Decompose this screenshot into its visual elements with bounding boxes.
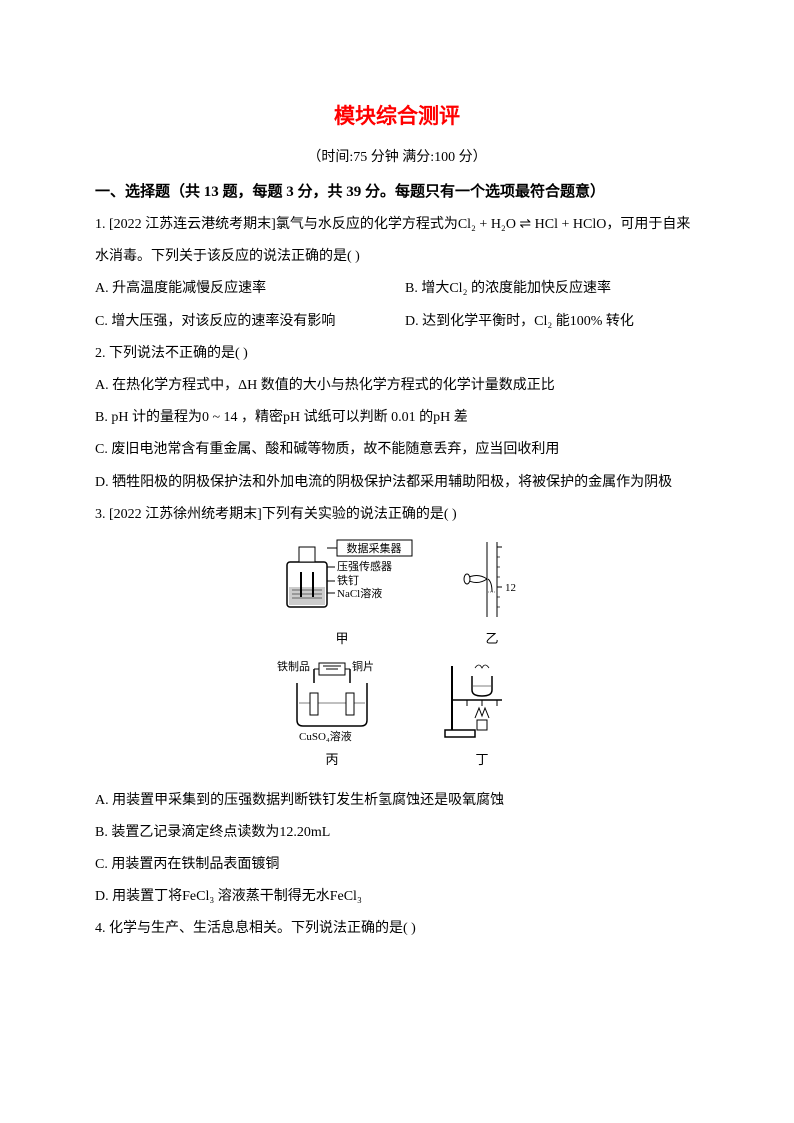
bing-name: 丙 xyxy=(325,745,338,775)
figure-row-1: 数据采集器 压强传感器 铁钉 NaCl溶液 xyxy=(267,537,527,654)
section-heading-1: 一、选择题（共 13 题，每题 3 分，共 39 分。每题只有一个选项最符合题意… xyxy=(95,180,699,201)
question-3: 3. [2022 江苏徐州统考期末]下列有关实验的说法正确的是( ) 数据采集器… xyxy=(95,499,699,914)
page-subtitle: （时间:75 分钟 满分:100 分） xyxy=(95,146,699,166)
ding-name: 丁 xyxy=(475,745,488,775)
jia-label-3: 铁钉 xyxy=(337,574,359,587)
jia-label-1: 数据采集器 xyxy=(347,541,402,555)
apparatus-bing-svg: 铁制品 铜片 CuSO₄溶液 xyxy=(267,658,397,743)
q1-stem: 1. [2022 江苏连云港统考期末]氯气与水反应的化学方程式为Cl₂ + H₂… xyxy=(95,209,699,273)
q1-opt-b: B. 增大Cl₂ 的浓度能加快反应速率 xyxy=(405,273,699,305)
jia-name: 甲 xyxy=(335,624,348,654)
page-title: 模块综合测评 xyxy=(95,100,699,130)
q2-opt-c: C. 废旧电池常含有重金属、酸和碱等物质，故不能随意丢弃，应当回收利用 xyxy=(95,434,699,466)
bing-label-1: 铁制品 xyxy=(277,660,310,673)
apparatus-yi: 12 乙 xyxy=(457,537,527,654)
q1-opt-a: A. 升高温度能减慢反应速率 xyxy=(95,273,405,305)
yi-value: 12 xyxy=(505,582,516,594)
q2-stem: 2. 下列说法不正确的是( ) xyxy=(95,338,699,370)
question-4: 4. 化学与生产、生活息息相关。下列说法正确的是( ) xyxy=(95,913,699,945)
apparatus-jia: 数据采集器 压强传感器 铁钉 NaCl溶液 xyxy=(267,537,417,654)
q1-options-ab: A. 升高温度能减慢反应速率 B. 增大Cl₂ 的浓度能加快反应速率 xyxy=(95,273,699,305)
q3-stem: 3. [2022 江苏徐州统考期末]下列有关实验的说法正确的是( ) xyxy=(95,499,699,531)
question-1: 1. [2022 江苏连云港统考期末]氯气与水反应的化学方程式为Cl₂ + H₂… xyxy=(95,209,699,338)
apparatus-yi-svg: 12 xyxy=(457,537,527,622)
question-2: 2. 下列说法不正确的是( ) A. 在热化学方程式中，ΔH 数值的大小与热化学… xyxy=(95,338,699,499)
q3-opt-b: B. 装置乙记录滴定终点读数为12.20mL xyxy=(95,817,699,849)
apparatus-bing: 铁制品 铜片 CuSO₄溶液 丙 xyxy=(267,658,397,775)
q2-opt-b: B. pH 计的量程为0 ~ 14 ，精密pH 试纸可以判断 0.01 的pH … xyxy=(95,402,699,434)
bing-label-2: 铜片 xyxy=(352,659,374,673)
q3-opt-a: A. 用装置甲采集到的压强数据判断铁钉发生析氢腐蚀还是吸氧腐蚀 xyxy=(95,785,699,817)
q3-opt-c: C. 用装置丙在铁制品表面镀铜 xyxy=(95,849,699,881)
q2-opt-d: D. 牺牲阳极的阴极保护法和外加电流的阴极保护法都采用辅助阳极，将被保护的金属作… xyxy=(95,467,699,499)
figure-row-2: 铁制品 铜片 CuSO₄溶液 丙 xyxy=(267,658,527,775)
apparatus-jia-svg: 数据采集器 压强传感器 铁钉 NaCl溶液 xyxy=(267,537,417,622)
bing-label-3: CuSO₄溶液 xyxy=(299,729,352,743)
q2-opt-a: A. 在热化学方程式中，ΔH 数值的大小与热化学方程式的化学计量数成正比 xyxy=(95,370,699,402)
apparatus-ding-svg xyxy=(437,658,527,743)
apparatus-ding: 丁 xyxy=(437,658,527,775)
q1-opt-d: D. 达到化学平衡时，Cl₂ 能100% 转化 xyxy=(405,306,699,338)
yi-name: 乙 xyxy=(485,624,498,654)
jia-label-4: NaCl溶液 xyxy=(337,586,382,600)
q4-stem: 4. 化学与生产、生活息息相关。下列说法正确的是( ) xyxy=(95,913,699,945)
jia-label-2: 压强传感器 xyxy=(337,560,392,573)
q1-opt-c: C. 增大压强，对该反应的速率没有影响 xyxy=(95,306,405,338)
q3-figures: 数据采集器 压强传感器 铁钉 NaCl溶液 xyxy=(95,537,699,779)
q1-options-cd: C. 增大压强，对该反应的速率没有影响 D. 达到化学平衡时，Cl₂ 能100%… xyxy=(95,306,699,338)
q3-opt-d: D. 用装置丁将FeCl₃ 溶液蒸干制得无水FeCl₃ xyxy=(95,881,699,913)
